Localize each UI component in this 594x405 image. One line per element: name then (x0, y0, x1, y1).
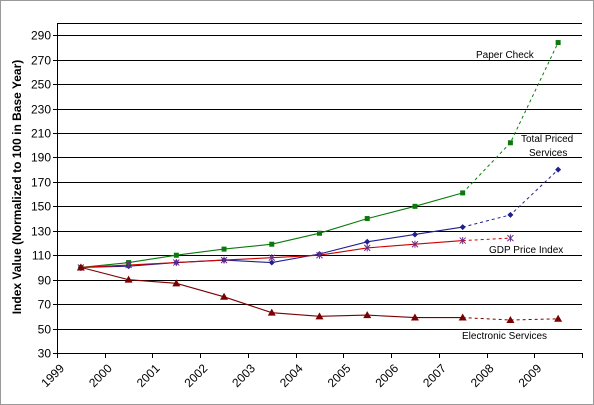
series-line-projected-electronic-services (462, 317, 559, 321)
y-tick-label: 170 (31, 176, 51, 190)
data-point-gdp-price-index (125, 261, 132, 269)
y-tick-label: 210 (31, 127, 51, 141)
y-axis-tick-labels: 30 50 70 90 110 130 150 170 190 210 230 250 270 290 (31, 29, 51, 361)
y-tick-label: 50 (38, 323, 52, 337)
data-point-total-priced-services (507, 211, 514, 218)
data-point-total-priced-services (555, 166, 562, 173)
data-point-paper-check (364, 216, 370, 222)
annotations: Paper Check Total Priced Services GDP Pr… (462, 50, 573, 342)
y-tick-label: 190 (31, 151, 51, 165)
data-point-paper-check (460, 190, 466, 196)
data-point-gdp-price-index (507, 234, 514, 242)
data-point-electronic-services (76, 263, 85, 271)
y-tick-label: 270 (31, 54, 51, 68)
series-line-projected-gdp-price-index (462, 237, 511, 242)
data-point-gdp-price-index (316, 251, 323, 259)
annotation-total-priced: Total Priced (521, 134, 573, 145)
data-point-gdp-price-index (363, 244, 371, 252)
data-point-gdp-price-index (411, 240, 419, 248)
annotation-electronic-services: Electronic Services (462, 331, 547, 342)
data-point-gdp-price-index (268, 254, 276, 262)
data-point-gdp-price-index (172, 259, 180, 267)
data-point-electronic-services (267, 308, 276, 316)
data-point-total-priced-services (364, 238, 371, 245)
y-tick-label: 150 (31, 200, 51, 214)
y-tick-label: 70 (38, 298, 52, 312)
annotation-gdp-price-index: GDP Price Index (489, 245, 563, 256)
data-point-gdp-price-index (459, 237, 467, 245)
data-point-paper-check (173, 252, 179, 258)
data-point-electronic-services (363, 311, 372, 319)
data-point-paper-check (412, 203, 418, 209)
y-tick-label: 30 (38, 347, 52, 361)
data-point-paper-check (317, 230, 322, 236)
annotation-paper-check: Paper Check (476, 50, 535, 61)
series-markers (76, 40, 563, 323)
y-tick-label: 290 (31, 29, 51, 43)
data-point-electronic-services (410, 313, 419, 321)
data-point-paper-check (507, 140, 513, 146)
y-tick-label: 90 (38, 274, 52, 288)
data-point-electronic-services (506, 316, 515, 323)
axes (53, 23, 583, 358)
data-point-electronic-services (124, 275, 133, 283)
data-point-electronic-services (172, 279, 181, 287)
data-point-electronic-services (554, 314, 563, 322)
data-point-paper-check (555, 40, 561, 46)
data-point-total-priced-services (411, 231, 418, 238)
data-point-total-priced-services (459, 224, 466, 231)
y-axis-title: Index Value (Normalized to 100 in Base Y… (10, 60, 24, 315)
y-tick-label: 250 (31, 78, 51, 92)
data-point-electronic-services (458, 313, 467, 321)
y-tick-label: 130 (31, 225, 51, 239)
data-point-paper-check (221, 246, 227, 252)
data-point-gdp-price-index (220, 256, 228, 264)
data-point-paper-check (269, 241, 275, 247)
data-point-electronic-services (315, 312, 324, 320)
y-tick-label: 110 (32, 249, 51, 263)
y-tick-label: 230 (31, 103, 51, 117)
data-point-total-priced-services (268, 259, 275, 266)
data-point-electronic-services (220, 292, 229, 300)
annotation-services: Services (529, 148, 567, 159)
